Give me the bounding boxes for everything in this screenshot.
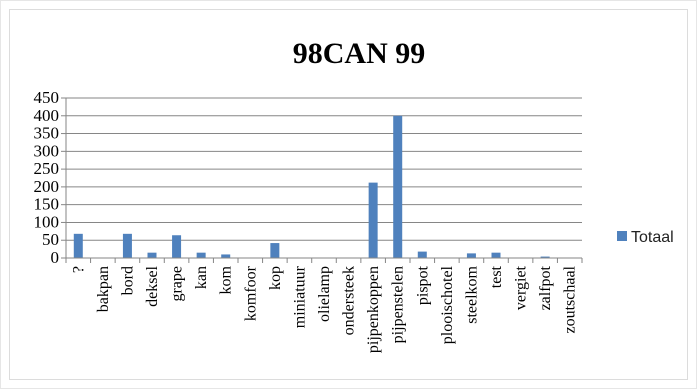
bar-zalfpot — [540, 256, 550, 258]
gridlines — [66, 97, 582, 259]
x-tick-label: plooischotel — [439, 265, 456, 344]
bar-pijpenkoppen — [368, 182, 378, 258]
x-tick-label: pijpenstelen — [390, 266, 407, 343]
x-tick-label: olielamp — [316, 266, 333, 322]
x-tick-label: kan — [193, 266, 210, 289]
bar- — [73, 233, 83, 258]
y-tick-label: 150 — [34, 195, 60, 214]
x-tick-label: steelkom — [463, 265, 480, 323]
x-tick-label: zoutschaal — [562, 265, 579, 333]
bar-grape — [172, 235, 182, 258]
y-tick-label: 250 — [34, 159, 60, 178]
chart-area — [9, 9, 688, 380]
bars — [73, 115, 550, 259]
x-tick-label: bord — [119, 266, 136, 295]
bar-pijpenstelen — [393, 115, 403, 259]
x-axis-ticks: ? bakpan bord deksel grape kan kom komfoor kop mi… — [65, 258, 583, 353]
legend-label: Totaal — [631, 229, 674, 246]
y-tick-label: 50 — [42, 230, 59, 249]
x-tick-label: ? — [70, 266, 87, 273]
x-tick-label: kop — [267, 266, 284, 290]
x-tick-label: vergiet — [513, 265, 530, 310]
legend-swatch — [617, 231, 627, 241]
x-tick-label: miniatuur — [291, 265, 308, 328]
bar-test — [491, 252, 501, 258]
y-tick-label: 450 — [34, 88, 60, 107]
bar-bord — [122, 233, 132, 258]
x-tick-label: kom — [218, 265, 235, 294]
x-tick-label: test — [488, 265, 505, 288]
y-tick-label: 0 — [51, 248, 60, 267]
y-tick-label: 200 — [34, 177, 60, 196]
x-tick-label: grape — [169, 266, 186, 302]
y-tick-label: 100 — [34, 212, 60, 231]
bar-kop — [270, 243, 280, 258]
x-tick-label: ondersteek — [341, 266, 358, 335]
bar-kom — [221, 254, 231, 258]
x-tick-label: pispot — [414, 265, 431, 305]
x-tick-label: deksel — [144, 265, 161, 306]
bar-deksel — [147, 252, 157, 258]
bar-pispot — [417, 251, 427, 258]
x-tick-label: zalfpot — [537, 265, 554, 310]
x-tick-label: pijpenkoppen — [365, 266, 382, 353]
y-tick-label: 350 — [34, 124, 60, 143]
bar-steelkom — [466, 253, 476, 258]
chart-title: 98CAN 99 — [293, 37, 426, 70]
y-tick-label: 400 — [34, 106, 60, 125]
x-tick-label: bakpan — [95, 266, 112, 312]
y-tick-label: 300 — [34, 141, 60, 160]
legend: Totaal — [617, 229, 674, 246]
x-tick-label: komfoor — [242, 265, 259, 321]
bar-kan — [196, 252, 206, 258]
axes — [65, 98, 582, 259]
